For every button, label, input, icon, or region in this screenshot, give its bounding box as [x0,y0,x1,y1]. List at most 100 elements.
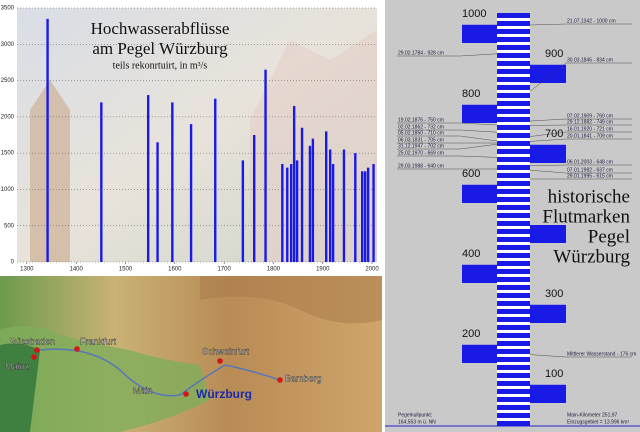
bar [189,124,193,262]
flood-mark-label: 07.02.1909 - 760 cm [567,113,613,119]
map-labels: Wiesbaden Frankfurt Mainz Main Schweinfurt Wü… [5,336,322,401]
gauge-block [462,185,497,203]
flood-mark-label: Mittlerer Wasserstand - 176 cm [567,351,636,357]
gauge-stripe [497,101,530,106]
footer-text: Main-Kilometer 251,97 [567,412,618,418]
gauge-stripe [497,45,530,50]
gauge-stripe [497,93,530,98]
gauge-column [497,13,530,425]
y-tick-label: 1000 [1,187,15,193]
gauge-tick-label: 900 [545,48,563,60]
city-dot [74,346,80,352]
city-label: Bamberg [285,373,322,383]
hills [200,276,382,324]
bar [331,164,335,262]
gauge-stripe [497,125,530,130]
gauge-stripe [497,277,530,282]
gauge-title: historische [548,186,630,207]
gauge-stripe [497,181,530,186]
flood-mark-line [397,129,498,133]
city-dot [31,354,37,360]
bar [281,164,284,262]
map [0,276,382,432]
gauge-stripe [497,77,530,82]
gauge-block [530,65,566,83]
flood-mark-label: 07.01.1982 - 637 cm [567,167,613,173]
gauge-stripe [497,85,530,90]
gauge-stripe [497,133,530,138]
bar [289,164,293,262]
gauge-stripe [497,237,530,242]
gauge-stripe [497,53,530,58]
city-dot [217,358,223,364]
gauge-stripe [497,293,530,298]
gauge-stripe [497,301,530,306]
bar [241,160,245,262]
bar [295,160,299,262]
bar [325,131,328,262]
gauge-stripe [497,13,530,18]
gauge-tick-label: 400 [462,248,480,260]
city-label: Main [133,385,153,395]
flood-mark-line [529,138,632,142]
x-tick-label: 1300 [20,267,34,273]
gauge-stripe [497,157,530,162]
flood-mark-line [529,23,632,26]
city-dot [34,347,40,353]
gauge-block [462,25,497,43]
y-tick-label: 2000 [1,114,15,120]
gauge-tick-label: 600 [462,168,480,180]
gauge-block [462,265,497,283]
gauge-block [462,105,497,123]
footer-text: Einzugsgebiet = 13.996 km² [567,419,629,425]
gauge-stripe [497,213,530,218]
bar-chart: 0 500 1000 1500 2000 2500 3000 3500 1300 1400 1500… [1,6,380,273]
chart-title: Hochwasserabflüsse [91,19,230,38]
flood-mark-line [397,135,498,142]
y-tick-label: 3000 [1,42,15,48]
footer-text: Pegelnullpunkt: [398,412,432,418]
river-main [39,348,281,397]
y-tick-label: 3500 [1,6,15,12]
city-dot [277,377,283,383]
bar [264,69,267,262]
x-tick-label: 1600 [168,267,182,273]
flood-mark-label: 06.01.2003 - 648 cm [567,159,613,165]
flood-mark-line [397,155,498,158]
bar [46,18,49,263]
x-tick-label: 1500 [119,267,133,273]
gauge-stripe [497,317,530,322]
bar [342,149,346,262]
y-tick-label: 500 [4,223,15,229]
gauge-stripe [497,381,530,386]
gauge: 100 200 300 400 600 700 800 900 1000 29.02.1784 -… [397,8,636,426]
gauge-stripe [497,21,530,26]
bar [171,102,174,262]
gauge-stripe [497,109,530,114]
gauge-stripe [497,309,530,314]
bar [372,164,375,262]
gauge-title: Würzburg [553,246,630,267]
y-tick-label: 0 [11,260,15,266]
bar [300,127,304,262]
gauge-stripe [497,165,530,170]
x-tick-label: 1900 [316,267,330,273]
bar [361,171,364,262]
gauge-stripe [497,325,530,330]
city-label: Frankfurt [80,336,117,346]
flood-mark-line [529,354,632,358]
gauge-stripe [497,37,530,42]
gauge-stripe [497,221,530,226]
flood-mark-line [397,53,498,57]
gauge-stripe [497,341,530,346]
flood-mark-label: 29.12.1882 - 749 cm [567,119,613,125]
gauge-stripe [497,269,530,274]
gauge-stripe [497,189,530,194]
gauge-stripe [497,357,530,362]
gauge-title: Flutmarken [542,206,630,227]
gauge-tick-label: 200 [462,328,480,340]
tower-image [30,80,70,262]
bar [253,135,256,262]
city-label: Würzburg [196,387,252,401]
